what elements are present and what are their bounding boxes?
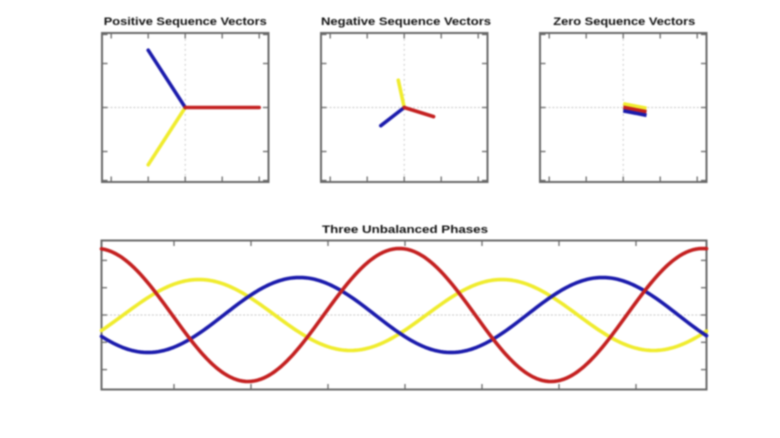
svg-text:Negative Sequence Vectors: Negative Sequence Vectors [321,16,491,28]
svg-text:Three Unbalanced Phases: Three Unbalanced Phases [322,224,488,236]
svg-text:Zero Sequence Vectors: Zero Sequence Vectors [553,16,695,28]
svg-text:Positive Sequence Vectors: Positive Sequence Vectors [104,16,267,28]
